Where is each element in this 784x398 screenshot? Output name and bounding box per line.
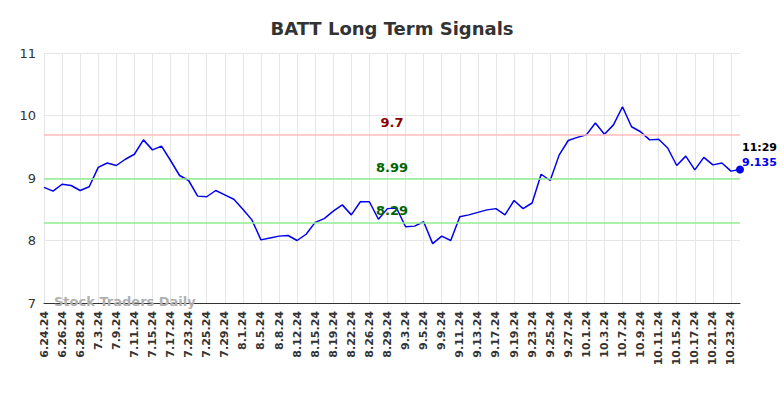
svg-text:8.8.24: 8.8.24: [273, 311, 286, 350]
svg-text:10: 10: [19, 108, 36, 123]
svg-text:8.22.24: 8.22.24: [345, 311, 358, 358]
svg-text:7.3.24: 7.3.24: [92, 311, 105, 350]
svg-text:10.15.24: 10.15.24: [670, 311, 683, 366]
svg-text:8.26.24: 8.26.24: [363, 311, 376, 358]
svg-text:9.23.24: 9.23.24: [526, 311, 539, 358]
svg-text:7: 7: [28, 296, 36, 311]
svg-text:8.12.24: 8.12.24: [291, 311, 304, 358]
svg-text:10.1.24: 10.1.24: [580, 311, 593, 358]
svg-text:7.11.24: 7.11.24: [128, 311, 141, 358]
svg-text:11: 11: [19, 46, 36, 61]
svg-text:7.23.24: 7.23.24: [182, 311, 195, 358]
svg-text:BATT Long Term Signals: BATT Long Term Signals: [270, 18, 513, 39]
svg-text:8.1.24: 8.1.24: [236, 311, 249, 350]
svg-text:11:29: 11:29: [742, 141, 777, 154]
svg-text:7.29.24: 7.29.24: [218, 311, 231, 358]
svg-text:8: 8: [28, 233, 36, 248]
svg-text:9.13.24: 9.13.24: [471, 311, 484, 358]
svg-text:9.5.24: 9.5.24: [417, 311, 430, 350]
svg-text:9.17.24: 9.17.24: [489, 311, 502, 358]
svg-text:6.26.24: 6.26.24: [56, 311, 69, 358]
svg-text:6.24.24: 6.24.24: [38, 311, 51, 358]
svg-text:9.7: 9.7: [380, 115, 403, 130]
svg-text:8.5.24: 8.5.24: [254, 311, 267, 350]
svg-text:9.3.24: 9.3.24: [399, 311, 412, 350]
svg-text:10.17.24: 10.17.24: [688, 311, 701, 366]
svg-text:10.11.24: 10.11.24: [652, 311, 665, 366]
svg-text:9.11.24: 9.11.24: [453, 311, 466, 358]
svg-text:6.28.24: 6.28.24: [74, 311, 87, 358]
svg-text:10.23.24: 10.23.24: [724, 311, 737, 366]
svg-text:10.3.24: 10.3.24: [598, 311, 611, 358]
svg-text:9.25.24: 9.25.24: [544, 311, 557, 358]
svg-text:9.9.24: 9.9.24: [435, 311, 448, 350]
svg-text:8.29.24: 8.29.24: [381, 311, 394, 358]
svg-text:7.15.24: 7.15.24: [146, 311, 159, 358]
svg-text:10.7.24: 10.7.24: [616, 311, 629, 358]
svg-text:9.19.24: 9.19.24: [508, 311, 521, 358]
svg-text:9.135: 9.135: [742, 156, 777, 169]
svg-text:8.19.24: 8.19.24: [327, 311, 340, 358]
svg-text:7.9.24: 7.9.24: [110, 311, 123, 350]
svg-text:Stock Traders Daily: Stock Traders Daily: [54, 294, 196, 309]
svg-text:10.9.24: 10.9.24: [634, 311, 647, 358]
svg-text:9.27.24: 9.27.24: [562, 311, 575, 358]
svg-text:8.99: 8.99: [376, 160, 408, 175]
svg-text:7.17.24: 7.17.24: [164, 311, 177, 358]
svg-text:10.21.24: 10.21.24: [706, 311, 719, 366]
svg-text:8.29: 8.29: [376, 203, 408, 218]
svg-text:8.15.24: 8.15.24: [309, 311, 322, 358]
svg-text:7.25.24: 7.25.24: [200, 311, 213, 358]
svg-text:9: 9: [28, 171, 36, 186]
